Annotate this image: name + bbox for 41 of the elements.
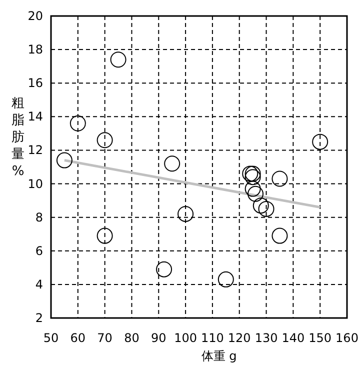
y-tick-label: 6 (35, 244, 43, 258)
point (248, 186, 264, 202)
x-tick-label: 120 (228, 331, 251, 345)
x-tick-label: 90 (150, 331, 166, 345)
point (272, 228, 288, 244)
x-tick-label: 70 (97, 331, 112, 345)
x-axis-title: 体重 g (201, 349, 237, 363)
point (96, 132, 113, 148)
point (70, 115, 86, 132)
point (164, 156, 180, 172)
point (312, 134, 328, 150)
x-tick-label: 50 (43, 331, 59, 345)
x-tick-label: 150 (308, 331, 332, 345)
point (244, 180, 261, 197)
y-tick-label: 12 (28, 143, 43, 158)
x-tick-label: 140 (282, 331, 305, 345)
x-tick-label: 110 (201, 331, 224, 345)
point (96, 228, 113, 244)
x-tick-label: 100 (174, 331, 197, 345)
point (178, 206, 194, 222)
x-tick-label: 160 (336, 331, 358, 345)
point (244, 169, 261, 186)
y-tick-label: 10 (28, 176, 43, 191)
y-tick-label: 18 (28, 42, 43, 57)
y-tick-label: 4 (35, 277, 43, 292)
x-tick-label: 80 (124, 331, 140, 345)
point (110, 52, 126, 68)
y-tick-label: 14 (28, 110, 43, 124)
point (252, 198, 269, 214)
y-tick-label: 16 (28, 76, 43, 90)
point (56, 152, 72, 168)
y-tick-label: 20 (28, 9, 43, 23)
y-axis-title: 粗脂肪量% (12, 96, 24, 179)
x-tick-label: 130 (254, 331, 278, 345)
x-tick-label: 60 (70, 331, 86, 345)
point (272, 170, 288, 187)
point (218, 271, 234, 288)
point (156, 261, 172, 278)
y-tick-label: 8 (35, 210, 43, 224)
point (258, 200, 274, 217)
y-tick-label: 2 (35, 311, 43, 325)
